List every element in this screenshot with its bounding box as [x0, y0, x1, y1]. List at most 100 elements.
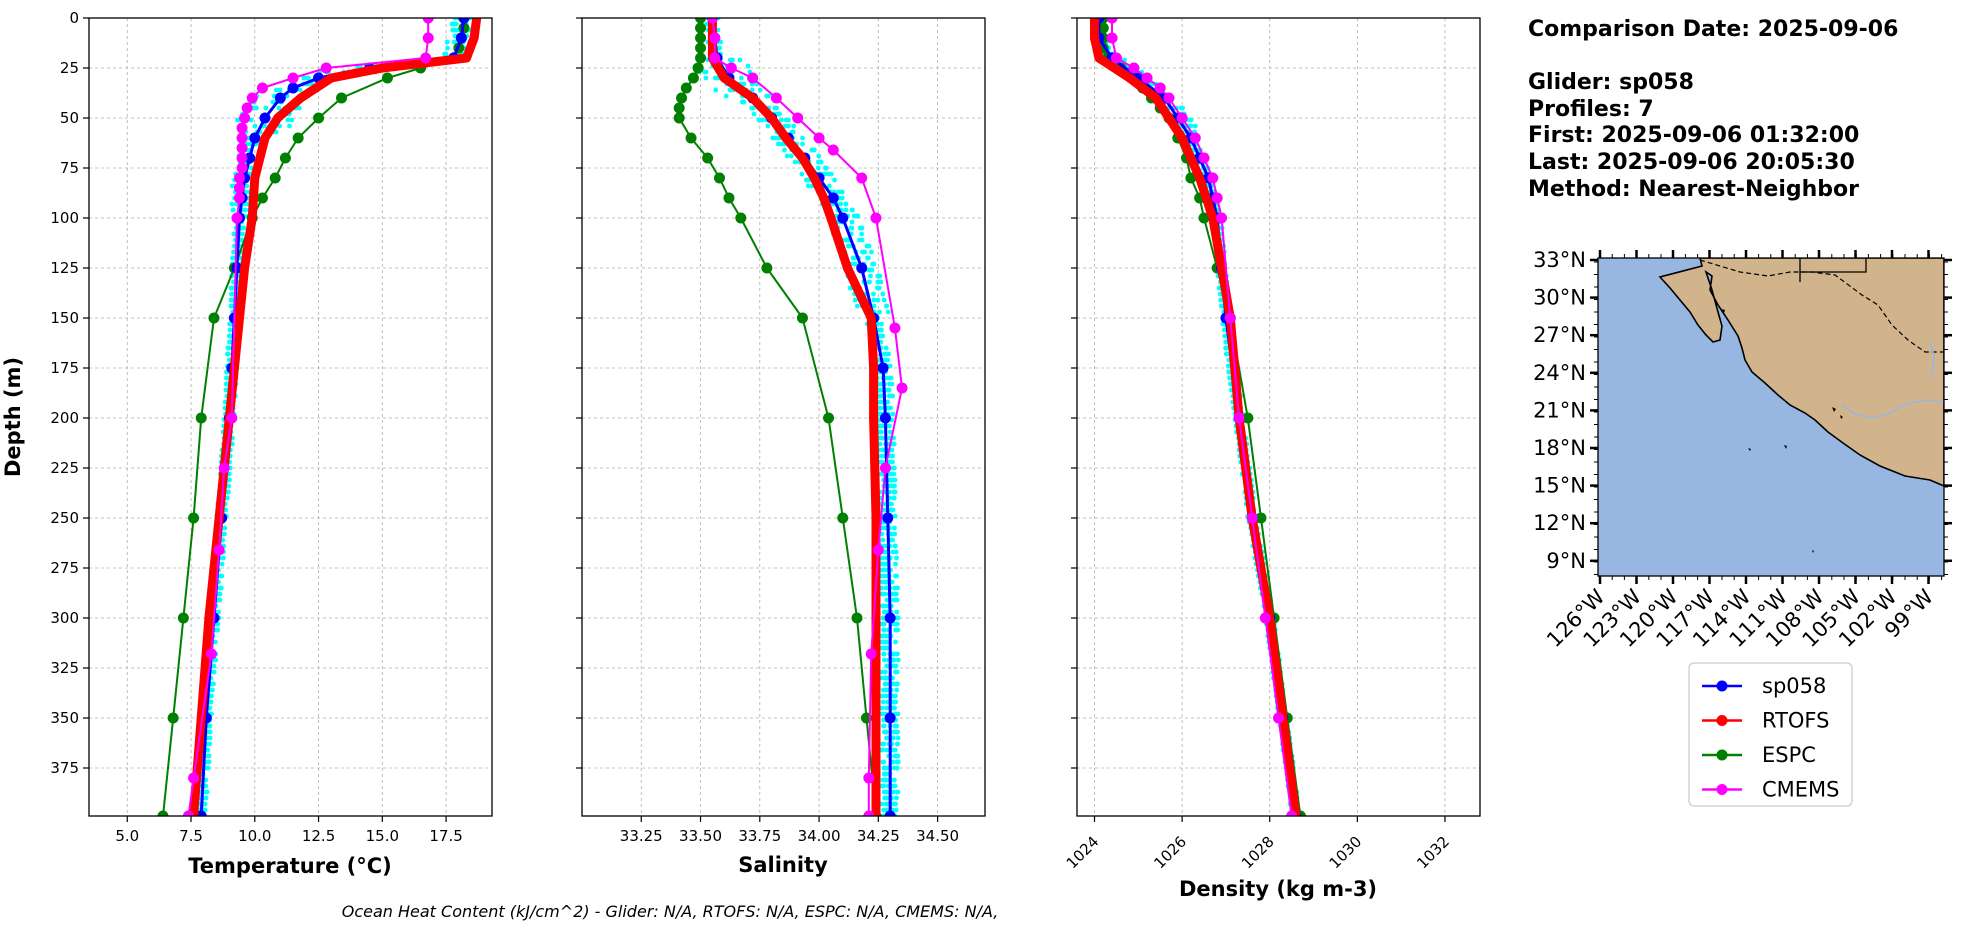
series-point-ESPC — [687, 72, 699, 84]
glider-raw-point — [826, 183, 832, 189]
x-tick-label: 1024 — [1063, 833, 1103, 873]
glider-raw-point — [893, 723, 899, 729]
series-point-ESPC — [851, 612, 863, 624]
glider-raw-point — [878, 453, 884, 459]
glider-raw-point — [892, 573, 898, 579]
series-point-CMEMS — [1106, 18, 1118, 24]
series-point-CMEMS — [1246, 512, 1258, 524]
glider-raw-point — [229, 183, 235, 189]
glider-raw-point — [273, 87, 279, 93]
series-point-RTOFS — [1090, 33, 1100, 43]
glider-raw-point — [276, 105, 282, 111]
series-point-RTOFS — [240, 263, 250, 273]
glider-raw-point — [883, 789, 889, 795]
series-line-RTOFS — [189, 18, 482, 816]
series-point-sp058 — [877, 362, 889, 374]
series-point-ESPC — [336, 92, 348, 104]
glider-raw-point — [895, 651, 900, 657]
glider-raw-point — [229, 297, 235, 303]
series-point-ESPC — [256, 192, 268, 204]
glider-raw-point — [865, 255, 871, 261]
series-point-CMEMS — [1207, 172, 1219, 184]
series-point-CMEMS — [182, 810, 194, 816]
series-point-CMEMS — [863, 772, 875, 784]
series-point-CMEMS — [1216, 212, 1228, 224]
series-point-ESPC — [685, 132, 697, 144]
glider-raw-point — [868, 273, 873, 279]
series-point-RTOFS — [229, 363, 239, 373]
glider-raw-point — [885, 309, 891, 315]
glider-raw-point — [879, 705, 885, 711]
glider-raw-point — [1218, 303, 1224, 309]
glider-raw-point — [216, 597, 221, 603]
legend-marker — [1716, 749, 1728, 761]
glider-raw-point — [229, 291, 234, 297]
series-point-CMEMS — [856, 172, 868, 184]
series-point-ESPC — [676, 92, 688, 104]
glider-raw-point — [890, 411, 896, 417]
first-time: First: 2025-09-06 01:32:00 — [1528, 123, 1859, 148]
series-point-sp058 — [856, 262, 868, 274]
glider-raw-point — [805, 183, 811, 189]
glider-raw-point — [877, 393, 883, 399]
y-tick-label: 350 — [50, 709, 79, 727]
glider-raw-point — [883, 777, 889, 783]
y-tick-label: 250 — [50, 509, 79, 527]
series-point-CMEMS — [188, 772, 200, 784]
series-point-CMEMS — [422, 32, 434, 44]
series-point-sp058 — [827, 192, 839, 204]
glider-raw-point — [883, 345, 889, 351]
x-tick-label: 12.5 — [302, 827, 335, 845]
series-point-RTOFS — [797, 153, 807, 163]
series-point-RTOFS — [869, 413, 879, 423]
series-point-ESPC — [673, 112, 685, 124]
glider-raw-point — [887, 423, 892, 429]
series-CMEMS — [706, 18, 908, 816]
series-point-CMEMS — [889, 322, 901, 334]
lat-tick-label: 21°N — [1533, 398, 1586, 422]
glider-raw-point — [879, 801, 885, 807]
glider-raw-point — [891, 495, 897, 501]
glider-raw-point — [207, 735, 213, 741]
series-point-CMEMS — [1286, 810, 1298, 816]
glider-raw-point — [890, 789, 896, 795]
series-point-CMEMS — [1224, 312, 1236, 324]
y-tick-label: 375 — [50, 759, 79, 777]
glider-raw-point — [894, 609, 900, 615]
glider-raw-point — [869, 249, 874, 255]
series-point-RTOFS — [809, 173, 819, 183]
series-point-CMEMS — [205, 648, 217, 660]
glider-raw-point — [891, 747, 897, 753]
glider-raw-point — [881, 651, 886, 657]
series-point-CMEMS — [241, 102, 253, 114]
glider-raw-point — [877, 273, 882, 279]
series-point-RTOFS — [1208, 213, 1218, 223]
series-point-RTOFS — [781, 133, 791, 143]
glider-raw-point — [887, 429, 893, 435]
glider-raw-point — [225, 483, 231, 489]
x-tick-label: 1026 — [1150, 833, 1190, 873]
series-point-ESPC — [695, 42, 707, 54]
glider-raw-point — [772, 135, 778, 141]
glider-raw-point — [826, 171, 831, 177]
glider-raw-point — [723, 93, 729, 99]
series-point-CMEMS — [236, 152, 248, 164]
series-point-ESPC — [735, 212, 747, 224]
glider-raw-point — [206, 741, 212, 747]
series-point-CMEMS — [709, 32, 721, 44]
glider-raw-point — [880, 699, 886, 705]
glider-raw-point — [886, 351, 891, 357]
glider-raw-point — [289, 117, 295, 123]
glider-raw-point — [852, 261, 858, 267]
glider-raw-point — [879, 675, 885, 681]
glider-raw-point — [894, 621, 900, 627]
glider-raw-point — [783, 117, 789, 123]
glider-raw-point — [890, 759, 896, 765]
glider-raw-point — [270, 99, 276, 105]
glider-raw-point — [296, 105, 302, 111]
lat-tick-label: 24°N — [1533, 361, 1586, 385]
series-point-CMEMS — [770, 92, 782, 104]
glider-raw-point — [871, 297, 877, 303]
series-sp058 — [706, 18, 896, 816]
glider-raw-point — [208, 699, 214, 705]
